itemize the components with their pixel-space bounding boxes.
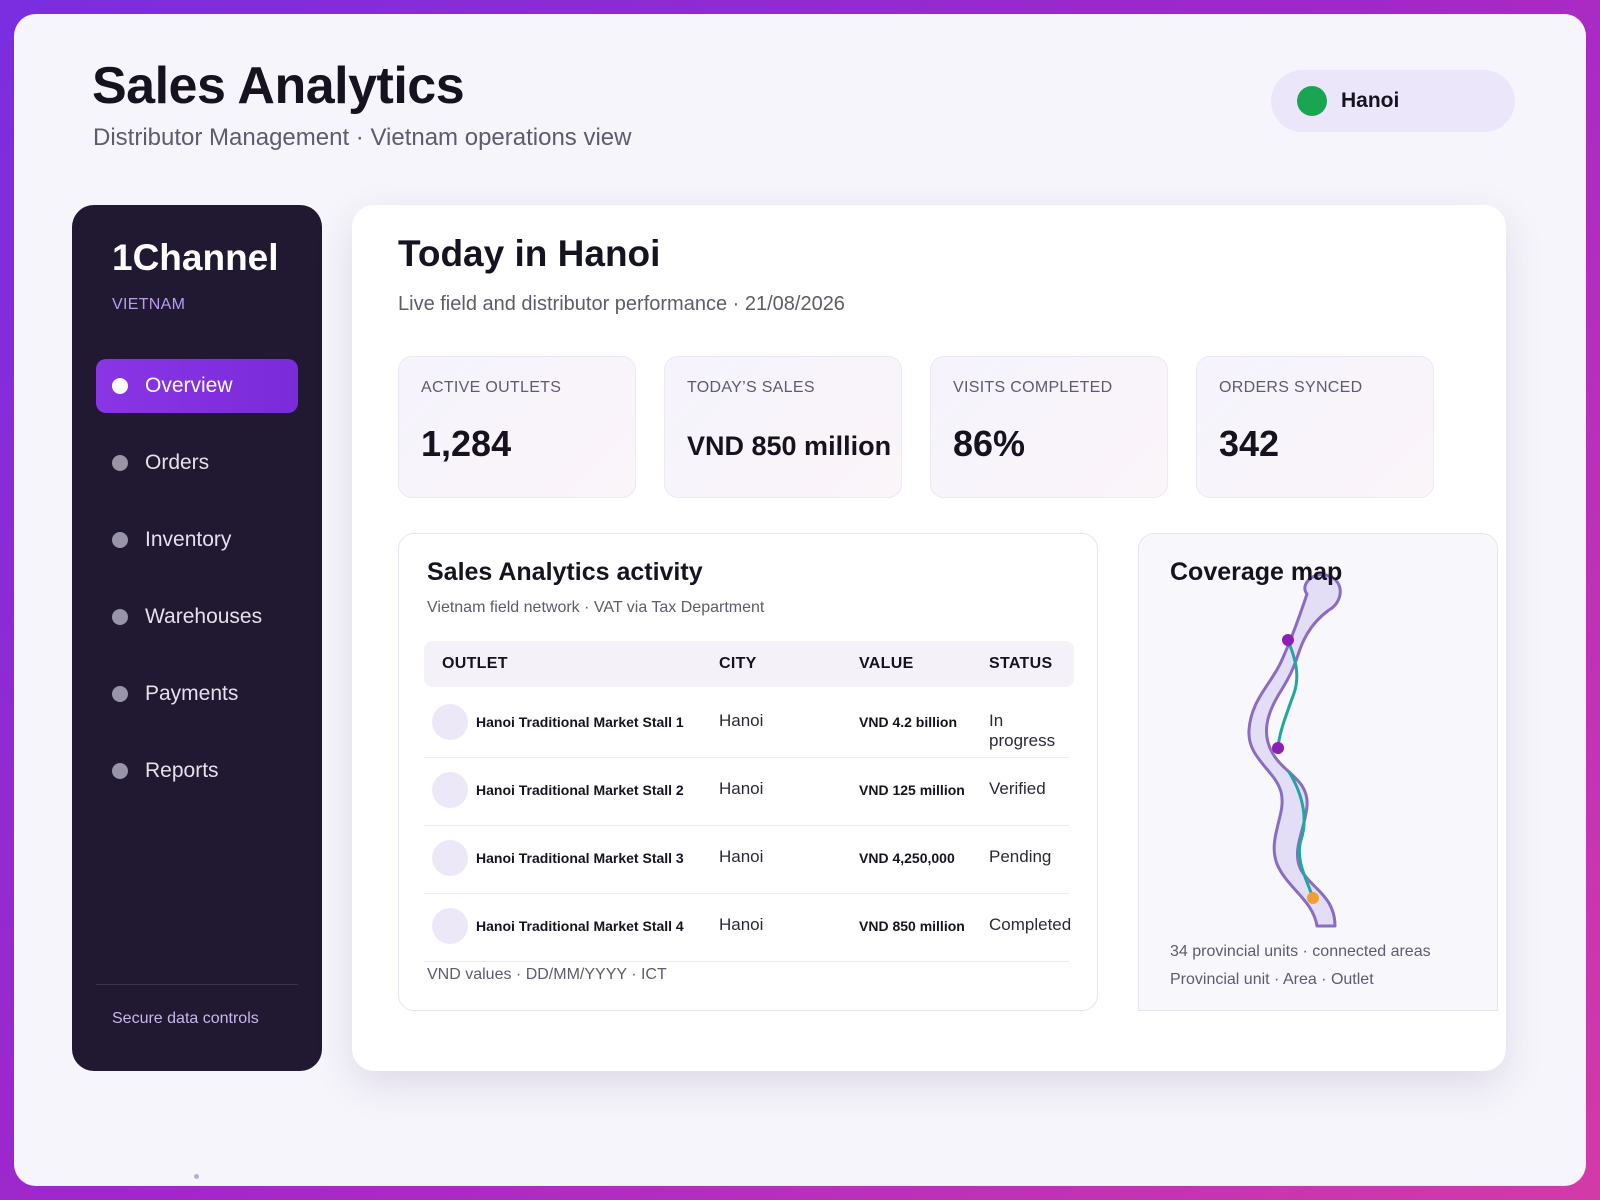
kpi-card-active-outlets: ACTIVE OUTLETS 1,284 bbox=[398, 356, 636, 498]
table-row[interactable]: Hanoi Traditional Market Stall 2 Hanoi V… bbox=[424, 757, 1069, 826]
status-badge: Completed bbox=[989, 915, 1072, 934]
sidebar-divider bbox=[96, 984, 298, 985]
status-badge: Pending bbox=[989, 847, 1052, 866]
brand-region: VIETNAM bbox=[112, 296, 186, 313]
kpi-value: 1,284 bbox=[421, 423, 512, 464]
main-title: Today in Hanoi bbox=[398, 233, 661, 274]
map-legend: Provincial unit · Area · Outlet bbox=[1170, 971, 1374, 988]
kpi-card-orders-synced: ORDERS SYNCED 342 bbox=[1196, 356, 1434, 498]
cell-outlet: Hanoi Traditional Market Stall 2 bbox=[476, 782, 684, 798]
sidebar-item-label: Reports bbox=[145, 759, 219, 782]
cell-city: Hanoi bbox=[719, 779, 764, 798]
main-subtitle: Live field and distributor performance ·… bbox=[398, 293, 845, 315]
cell-value: VND 4,250,000 bbox=[859, 850, 955, 866]
cell-value: VND 4.2 billion bbox=[859, 714, 958, 730]
cell-city: Hanoi bbox=[719, 711, 764, 730]
kpi-card-todays-sales: TODAY’S SALES VND 850 million bbox=[664, 356, 902, 498]
table-header: OUTLET CITY VALUE STATUS bbox=[424, 641, 1074, 687]
sidebar-item-payments[interactable]: Payments bbox=[96, 667, 298, 721]
kpi-value: VND 850 million bbox=[687, 431, 892, 461]
cell-outlet: Hanoi Traditional Market Stall 4 bbox=[476, 918, 684, 934]
avatar bbox=[432, 908, 468, 944]
sidebar-item-label: Payments bbox=[145, 682, 239, 705]
bullet-icon bbox=[112, 455, 128, 471]
kpi-value: 86% bbox=[953, 423, 1026, 464]
table-row[interactable]: Hanoi Traditional Market Stall 1 Hanoi V… bbox=[424, 689, 1069, 758]
page-subtitle: Distributor Management · Vietnam operati… bbox=[93, 124, 632, 151]
column-header-value[interactable]: VALUE bbox=[859, 655, 914, 672]
sidebar: 1Channel VIETNAM Overview Orders Invento… bbox=[72, 205, 322, 1071]
outlet-marker[interactable] bbox=[1307, 892, 1319, 904]
bullet-icon bbox=[112, 378, 128, 394]
activity-title: Sales Analytics activity bbox=[427, 558, 703, 586]
brand-logo: 1Channel bbox=[112, 237, 279, 278]
main-panel: Today in Hanoi Live field and distributo… bbox=[352, 205, 1506, 1071]
sidebar-item-warehouses[interactable]: Warehouses bbox=[96, 590, 298, 644]
activity-subtitle: Vietnam field network · VAT via Tax Depa… bbox=[427, 599, 765, 616]
status-dot-icon bbox=[1297, 86, 1327, 116]
cell-outlet: Hanoi Traditional Market Stall 1 bbox=[476, 714, 684, 730]
sidebar-item-orders[interactable]: Orders bbox=[96, 436, 298, 490]
bullet-icon bbox=[112, 532, 128, 548]
sidebar-item-label: Orders bbox=[145, 451, 210, 474]
city-selector[interactable]: Hanoi bbox=[1271, 70, 1515, 132]
status-badge: Verified bbox=[989, 779, 1046, 798]
sidebar-item-label: Overview bbox=[145, 374, 233, 397]
cell-value: VND 125 million bbox=[859, 782, 965, 798]
cell-city: Hanoi bbox=[719, 847, 764, 866]
activity-footer: VND values · DD/MM/YYYY · ICT bbox=[427, 966, 667, 983]
country-outline bbox=[1247, 573, 1342, 928]
table-row[interactable]: Hanoi Traditional Market Stall 3 Hanoi V… bbox=[424, 825, 1069, 894]
column-header-city[interactable]: CITY bbox=[719, 655, 757, 672]
bullet-icon bbox=[112, 609, 128, 625]
sidebar-item-label: Inventory bbox=[145, 528, 232, 551]
secure-data-link[interactable]: Secure data controls bbox=[112, 1010, 259, 1027]
kpi-label: ORDERS SYNCED bbox=[1219, 379, 1363, 396]
avatar bbox=[432, 704, 468, 740]
cell-value: VND 850 million bbox=[859, 918, 965, 934]
sidebar-nav: Overview Orders Inventory Warehouses Pay… bbox=[96, 359, 298, 821]
bullet-icon bbox=[112, 686, 128, 702]
cell-city: Hanoi bbox=[719, 915, 764, 934]
route-line bbox=[1287, 770, 1315, 900]
kpi-label: TODAY’S SALES bbox=[687, 379, 815, 396]
avatar bbox=[432, 772, 468, 808]
coverage-map-panel: Coverage map 34 provincial units · conne… bbox=[1138, 533, 1498, 1011]
area-marker[interactable] bbox=[1272, 742, 1284, 754]
app-frame: Sales Analytics Distributor Management ·… bbox=[14, 14, 1586, 1186]
sidebar-item-inventory[interactable]: Inventory bbox=[96, 513, 298, 567]
provincial-unit-marker[interactable] bbox=[1282, 634, 1294, 646]
kpi-card-visits-completed: VISITS COMPLETED 86% bbox=[930, 356, 1168, 498]
page-title: Sales Analytics bbox=[92, 57, 465, 115]
table-row[interactable]: Hanoi Traditional Market Stall 4 Hanoi V… bbox=[424, 893, 1072, 962]
cell-outlet: Hanoi Traditional Market Stall 3 bbox=[476, 850, 684, 866]
status-badge: In progress bbox=[989, 711, 1056, 750]
city-label: Hanoi bbox=[1341, 89, 1400, 112]
sidebar-item-reports[interactable]: Reports bbox=[96, 744, 298, 798]
map-title: Coverage map bbox=[1170, 558, 1343, 586]
decorative-dot bbox=[194, 1174, 199, 1179]
kpi-value: 342 bbox=[1219, 423, 1280, 464]
column-header-outlet[interactable]: OUTLET bbox=[442, 655, 508, 672]
column-header-status[interactable]: STATUS bbox=[989, 655, 1053, 672]
bullet-icon bbox=[112, 763, 128, 779]
activity-panel: Sales Analytics activity Vietnam field n… bbox=[398, 533, 1098, 1011]
avatar bbox=[432, 840, 468, 876]
route-line bbox=[1276, 638, 1299, 750]
sidebar-item-label: Warehouses bbox=[145, 605, 263, 628]
kpi-label: VISITS COMPLETED bbox=[953, 379, 1113, 396]
kpi-label: ACTIVE OUTLETS bbox=[421, 379, 562, 396]
map-caption: 34 provincial units · connected areas bbox=[1170, 943, 1431, 960]
sidebar-item-overview[interactable]: Overview bbox=[96, 359, 298, 413]
coverage-map[interactable] bbox=[1139, 534, 1497, 1010]
